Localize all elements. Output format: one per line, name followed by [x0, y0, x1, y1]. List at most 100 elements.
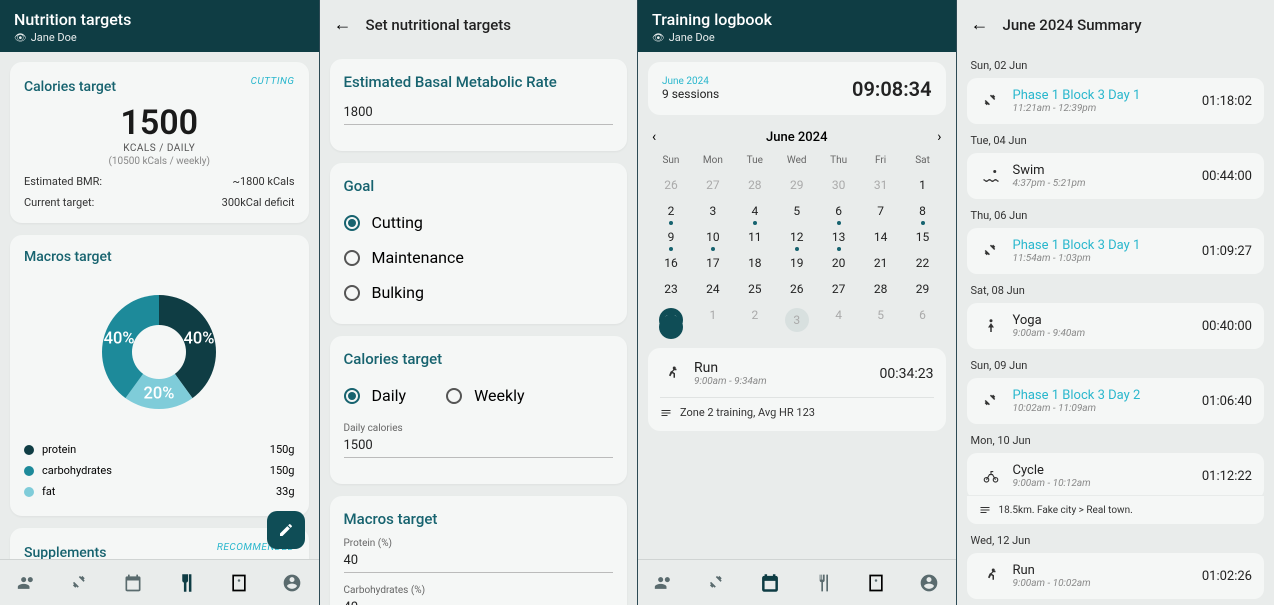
frequency-option[interactable]: Daily — [344, 378, 407, 413]
session-entry[interactable]: Phase 1 Block 3 Day 2 10:02am - 11:09am … — [967, 378, 1265, 424]
session-card[interactable]: Run 9:00am - 9:34am 00:34:23 Zone 2 trai… — [648, 348, 946, 431]
calendar-icon — [760, 573, 780, 593]
calendar-day[interactable]: 5 — [776, 198, 818, 224]
session-entry[interactable]: Phase 1 Block 3 Day 1 11:21am - 12:39pm … — [967, 78, 1265, 124]
calendar-day[interactable]: 28 — [860, 276, 902, 302]
header: ← Set nutritional targets — [320, 0, 638, 49]
calendar-icon — [123, 573, 143, 593]
calendar-day[interactable]: 25 — [734, 276, 776, 302]
dumbbell-icon — [979, 92, 1003, 110]
calendar-day[interactable]: 6 — [902, 302, 944, 338]
calendar-day[interactable]: 31 — [860, 172, 902, 198]
calendar-day[interactable]: 8 — [902, 198, 944, 224]
pencil-icon — [278, 522, 294, 538]
notes-icon — [660, 407, 672, 419]
calendar-day[interactable]: 20 — [818, 250, 860, 276]
frequency-option[interactable]: Weekly — [446, 378, 525, 413]
nav-item[interactable] — [70, 573, 90, 593]
calendar-day[interactable]: 30 — [818, 172, 860, 198]
calendar-day[interactable]: 6 — [818, 198, 860, 224]
nav-item[interactable] — [654, 573, 674, 593]
calendar-day[interactable]: 26 — [650, 172, 692, 198]
viewing-user: Jane Doe — [652, 31, 942, 44]
goal-option[interactable]: Cutting — [344, 205, 614, 240]
people-icon — [17, 573, 37, 593]
goal-option[interactable]: Bulking — [344, 275, 614, 310]
calendar-day[interactable]: 16 — [650, 250, 692, 276]
note-icon — [866, 573, 886, 593]
calendar-day[interactable]: 30 — [650, 302, 692, 338]
daily-calories-input[interactable]: 1500 — [344, 434, 614, 458]
people-icon — [654, 573, 674, 593]
account-icon — [282, 573, 302, 593]
calories-unit: KCALS / DAILY — [24, 143, 295, 154]
calendar-day[interactable]: 11 — [734, 224, 776, 250]
calendar-day[interactable]: 1 — [902, 172, 944, 198]
nav-item[interactable] — [176, 573, 196, 593]
nav-item[interactable] — [123, 573, 143, 593]
nav-item[interactable] — [229, 573, 249, 593]
nav-item[interactable] — [866, 573, 886, 593]
calendar-day[interactable]: 17 — [692, 250, 734, 276]
calendar-day[interactable]: 21 — [860, 250, 902, 276]
bmr-input[interactable]: 1800 — [344, 101, 614, 125]
calendar-day[interactable]: 3 — [776, 302, 818, 338]
session-entry[interactable]: Swim 4:37pm - 5:21pm 00:44:00 — [967, 153, 1265, 199]
calendar-day[interactable]: 9 — [650, 224, 692, 250]
calendar-day[interactable]: 22 — [902, 250, 944, 276]
back-button[interactable]: ← — [334, 14, 352, 35]
nav-item[interactable] — [919, 573, 939, 593]
nav-item[interactable] — [707, 573, 727, 593]
legend-row: carbohydrates150g — [24, 460, 295, 481]
session-entry[interactable]: Run 9:00am - 10:02am 01:02:26 — [967, 553, 1265, 599]
goal-option[interactable]: Maintenance — [344, 240, 614, 275]
run-icon — [660, 365, 684, 383]
macro-input[interactable]: 40 — [344, 549, 614, 573]
notes-icon — [979, 504, 991, 516]
calendar-day[interactable]: 26 — [776, 276, 818, 302]
nav-item[interactable] — [813, 573, 833, 593]
calendar-day[interactable]: 29 — [776, 172, 818, 198]
prev-month-button[interactable]: ‹ — [652, 129, 656, 145]
calendar-day[interactable]: 27 — [692, 172, 734, 198]
calendar-day[interactable]: 19 — [776, 250, 818, 276]
nav-item[interactable] — [760, 573, 780, 593]
back-button[interactable]: ← — [971, 14, 989, 35]
card-title: Calories target — [24, 79, 116, 95]
bottom-nav — [638, 559, 956, 605]
calendar-day[interactable]: 5 — [860, 302, 902, 338]
note-icon — [229, 573, 249, 593]
calendar-day[interactable]: 1 — [692, 302, 734, 338]
session-entry[interactable]: Cycle 9:00am - 10:12am 01:12:22 — [967, 453, 1265, 499]
calendar-day[interactable]: 4 — [734, 198, 776, 224]
nav-item[interactable] — [17, 573, 37, 593]
macro-input[interactable]: 40 — [344, 596, 614, 605]
edit-fab[interactable] — [267, 511, 305, 549]
calendar-day[interactable]: 24 — [692, 276, 734, 302]
page-title: Nutrition targets — [14, 10, 305, 29]
calendar-day[interactable]: 15 — [902, 224, 944, 250]
calories-target-card: Calories target CUTTING 1500 KCALS / DAI… — [10, 62, 309, 223]
month-summary-card[interactable]: June 2024 9 sessions 09:08:34 — [648, 62, 946, 115]
header: ← June 2024 Summary — [957, 0, 1274, 49]
calendar-day[interactable]: 7 — [860, 198, 902, 224]
svg-text:40%: 40% — [184, 330, 215, 349]
calendar-day[interactable]: 12 — [776, 224, 818, 250]
calendar-day[interactable]: 14 — [860, 224, 902, 250]
calendar-day[interactable]: 28 — [734, 172, 776, 198]
run-icon — [979, 567, 1003, 585]
calendar-day[interactable]: 2 — [734, 302, 776, 338]
calendar-day[interactable]: 27 — [818, 276, 860, 302]
next-month-button[interactable]: › — [937, 129, 941, 145]
calendar-day[interactable]: 23 — [650, 276, 692, 302]
calendar-day[interactable]: 29 — [902, 276, 944, 302]
session-entry[interactable]: Phase 1 Block 3 Day 1 11:54am - 1:03pm 0… — [967, 228, 1265, 274]
calendar-day[interactable]: 3 — [692, 198, 734, 224]
calendar-day[interactable]: 18 — [734, 250, 776, 276]
calendar-day[interactable]: 13 — [818, 224, 860, 250]
nav-item[interactable] — [282, 573, 302, 593]
calendar-day[interactable]: 10 — [692, 224, 734, 250]
calendar-day[interactable]: 4 — [818, 302, 860, 338]
calendar-day[interactable]: 2 — [650, 198, 692, 224]
session-entry[interactable]: Yoga 9:00am - 9:40am 00:40:00 — [967, 303, 1265, 349]
